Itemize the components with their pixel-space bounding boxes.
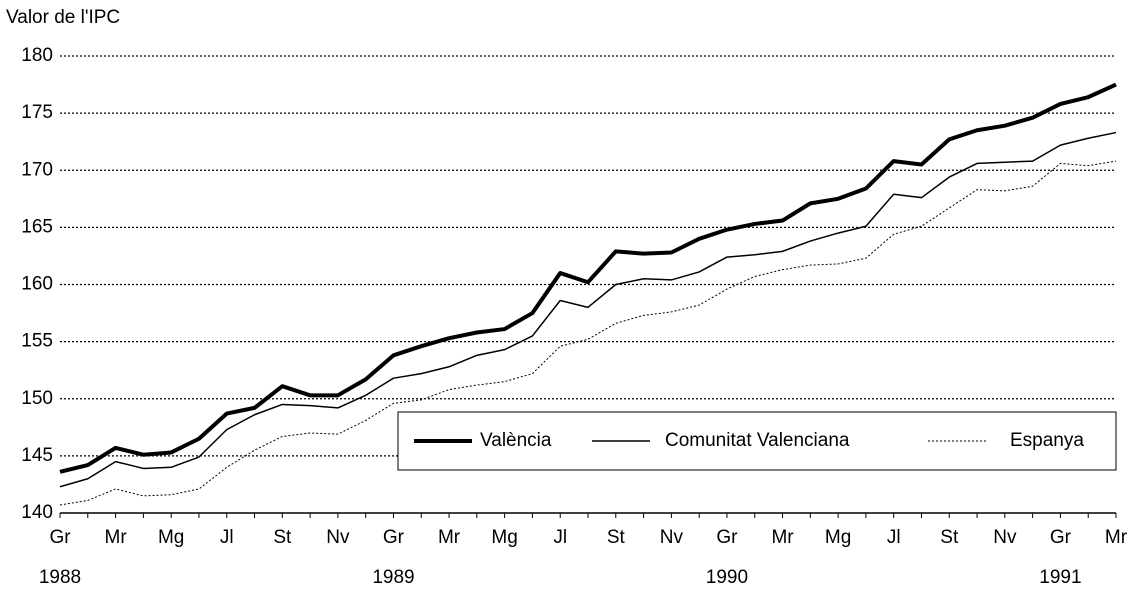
x-tick-label: St <box>607 527 626 548</box>
legend-label: Espanya <box>1010 430 1084 451</box>
x-tick-label: Mr <box>771 527 794 548</box>
year-label: 1991 <box>1039 567 1081 588</box>
x-tick-label: Mr <box>105 527 128 548</box>
x-tick-label: Jl <box>887 527 901 548</box>
y-tick-label: 150 <box>21 388 53 409</box>
x-tick-label: Mg <box>158 527 184 548</box>
y-tick-label: 165 <box>21 216 53 237</box>
x-tick-label: Gr <box>49 527 71 548</box>
y-axis-title: Valor de l'IPC <box>6 7 120 28</box>
y-tick-label: 155 <box>21 331 53 352</box>
x-tick-label: Jl <box>553 527 567 548</box>
series-line <box>59 160 1117 506</box>
y-tick-label: 180 <box>21 45 53 66</box>
legend: València Comunitat Valenciana Espanya <box>397 411 1117 471</box>
y-tick-label: 175 <box>21 102 53 123</box>
legend-box <box>397 411 1117 471</box>
x-tick-label: Nv <box>326 527 350 548</box>
legend-label: Comunitat Valenciana <box>665 430 850 451</box>
legend-label: València <box>480 430 552 451</box>
x-tick-label: Mr <box>1105 527 1128 548</box>
y-tick-label: 145 <box>21 445 53 466</box>
x-tick-label: Nv <box>660 527 684 548</box>
year-label: 1990 <box>706 567 748 588</box>
x-tick-label: Jl <box>220 527 234 548</box>
x-tick-label: Gr <box>383 527 405 548</box>
x-tick-label: Mg <box>491 527 517 548</box>
x-tick-label: Mr <box>438 527 461 548</box>
year-label: 1988 <box>39 567 81 588</box>
x-tick-label: St <box>273 527 292 548</box>
y-tick-label: 170 <box>21 159 53 180</box>
x-tick-label: Nv <box>993 527 1017 548</box>
year-label: 1989 <box>372 567 414 588</box>
y-tick-label: 160 <box>21 274 53 295</box>
y-tick-label: 140 <box>21 502 53 523</box>
x-tick-label: Gr <box>716 527 738 548</box>
x-tick-label: Mg <box>825 527 851 548</box>
series-line <box>59 131 1117 488</box>
series-line <box>59 82 1117 474</box>
x-tick-label: Gr <box>1050 527 1072 548</box>
x-tick-label: St <box>940 527 959 548</box>
